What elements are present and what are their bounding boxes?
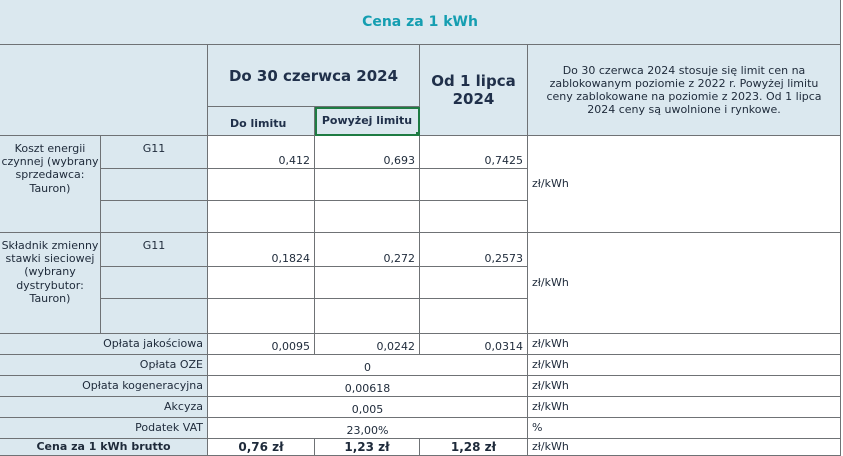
cogeneration-unit: zł/kWh xyxy=(528,376,841,397)
total-unit: zł/kWh xyxy=(528,439,841,456)
network-from-july[interactable]: 0,2573 xyxy=(420,233,528,267)
empty-cell[interactable] xyxy=(315,201,420,233)
total-label: Cena za 1 kWh brutto xyxy=(0,439,208,456)
network-within-limit[interactable]: 0,1824 xyxy=(208,233,315,267)
vat-label: Podatek VAT xyxy=(0,418,208,439)
empty-cell xyxy=(101,201,208,233)
vat-value[interactable]: 23,00% xyxy=(208,418,528,439)
network-tariff: G11 xyxy=(101,233,208,267)
total-from-july[interactable]: 1,28 zł xyxy=(420,439,528,456)
empty-cell[interactable] xyxy=(208,169,315,201)
oze-unit: zł/kWh xyxy=(528,355,841,376)
header-note: Do 30 czerwca 2024 stosuje się limit cen… xyxy=(528,45,841,136)
header-within-limit: Do limitu xyxy=(208,107,315,136)
empty-cell[interactable] xyxy=(315,299,420,334)
excise-unit: zł/kWh xyxy=(528,397,841,418)
quality-from-july[interactable]: 0,0314 xyxy=(420,334,528,355)
quality-within-limit[interactable]: 0,0095 xyxy=(208,334,315,355)
empty-cell[interactable] xyxy=(420,267,528,299)
network-unit: zł/kWh xyxy=(528,233,841,334)
energy-cost-label: Koszt energii czynnej (wybrany sprzedawc… xyxy=(0,136,101,233)
empty-cell xyxy=(101,169,208,201)
total-above-limit[interactable]: 1,23 zł xyxy=(315,439,420,456)
oze-fee-label: Opłata OZE xyxy=(0,355,208,376)
excise-value[interactable]: 0,005 xyxy=(208,397,528,418)
header-above-limit-selected-cell[interactable]: Powyżej limitu xyxy=(315,107,420,136)
header-until-date: Do 30 czerwca 2024 xyxy=(208,45,420,107)
energy-tariff: G11 xyxy=(101,136,208,169)
table-title: Cena za 1 kWh xyxy=(0,0,841,45)
empty-cell[interactable] xyxy=(208,201,315,233)
empty-cell[interactable] xyxy=(420,169,528,201)
excise-label: Akcyza xyxy=(0,397,208,418)
total-within-limit[interactable]: 0,76 zł xyxy=(208,439,315,456)
empty-cell[interactable] xyxy=(315,267,420,299)
empty-cell[interactable] xyxy=(420,299,528,334)
energy-unit: zł/kWh xyxy=(528,136,841,233)
vat-unit: % xyxy=(528,418,841,439)
energy-above-limit[interactable]: 0,693 xyxy=(315,136,420,169)
empty-cell[interactable] xyxy=(420,201,528,233)
quality-unit: zł/kWh xyxy=(528,334,841,355)
empty-cell[interactable] xyxy=(208,267,315,299)
cogeneration-fee-label: Opłata kogeneracyjna xyxy=(0,376,208,397)
network-label: Składnik zmienny stawki sieciowej (wybra… xyxy=(0,233,101,334)
header-empty-cell xyxy=(0,45,208,136)
energy-within-limit[interactable]: 0,412 xyxy=(208,136,315,169)
cogeneration-fee-value[interactable]: 0,00618 xyxy=(208,376,528,397)
quality-fee-label: Opłata jakościowa xyxy=(0,334,208,355)
empty-cell[interactable] xyxy=(208,299,315,334)
quality-above-limit[interactable]: 0,0242 xyxy=(315,334,420,355)
network-above-limit[interactable]: 0,272 xyxy=(315,233,420,267)
empty-cell xyxy=(101,267,208,299)
empty-cell xyxy=(101,299,208,334)
oze-fee-value[interactable]: 0 xyxy=(208,355,528,376)
energy-from-july[interactable]: 0,7425 xyxy=(420,136,528,169)
empty-cell[interactable] xyxy=(315,169,420,201)
header-from-date: Od 1 lipca 2024 xyxy=(420,45,528,136)
